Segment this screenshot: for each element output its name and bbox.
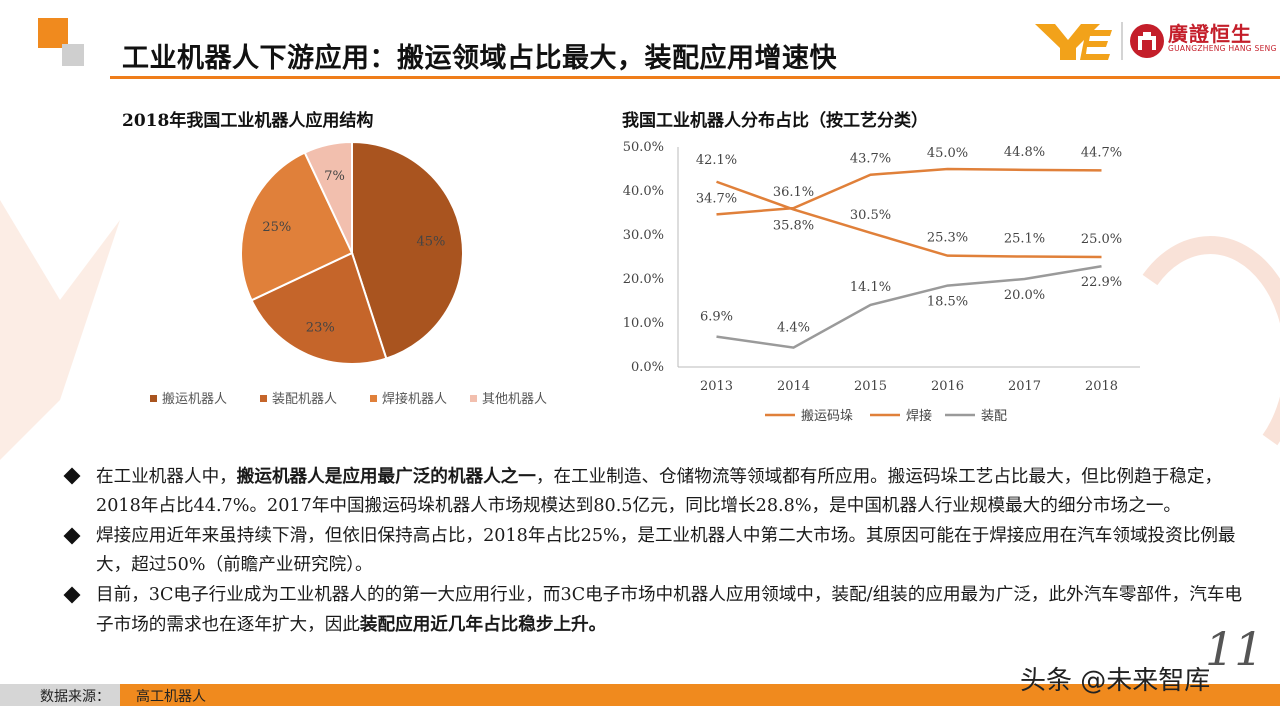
bullet-list: 在工业机器人中，搬运机器人是应用最广泛的机器人之一，在工业制造、仓储物流等领域都… [60, 462, 1250, 641]
line-data-label: 44.7% [1081, 145, 1122, 160]
line-chart-title: 我国工业机器人分布占比（按工艺分类） [622, 111, 928, 131]
line-data-label: 44.8% [1004, 145, 1045, 160]
legend-label: 搬运码垛 [801, 409, 853, 424]
y-tick-label: 0.0% [631, 360, 664, 375]
line-data-label: 42.1% [696, 153, 737, 168]
legend-swatch [370, 395, 377, 402]
line-data-label: 30.5% [850, 208, 891, 223]
pie-slice [303, 140, 353, 254]
bullet-item: 焊接应用近年来虽持续下滑，但依旧保持高占比，2018年占比25%，是工业机器人中… [60, 522, 1250, 580]
pie-slice [250, 251, 388, 365]
x-tick-label: 2018 [1085, 379, 1118, 394]
y-tick-label: 10.0% [623, 316, 664, 331]
orange-square-decoration [38, 18, 68, 48]
footer-bar [0, 684, 1280, 706]
page-title: 工业机器人下游应用：搬运领域占比最大，装配应用增速快 [122, 43, 837, 74]
bullet-text: 焊接应用近年来虽持续下滑，但依旧保持高占比，2018年占比25%，是工业机器人中… [96, 526, 1236, 575]
page-number: 11 [1205, 622, 1264, 676]
line-data-label: 36.1% [773, 185, 814, 200]
y-tick-label: 40.0% [623, 184, 664, 199]
bullet-text: 目前，3C电子行业成为工业机器人的的第一大应用行业，而3C电子市场中机器人应用领… [96, 585, 1243, 635]
pie-data-label: 25% [262, 220, 291, 235]
line-data-label: 45.0% [927, 146, 968, 161]
series-line [716, 265, 1102, 349]
line-data-label: 35.8% [773, 218, 814, 233]
legend-label: 其他机器人 [482, 392, 547, 407]
logo-text-en: GUANGZHENG HANG SENG [1168, 44, 1277, 53]
legend-swatch [260, 395, 267, 402]
line-data-label: 20.0% [1004, 288, 1045, 303]
pie-slice [240, 151, 354, 302]
source-label-background [0, 684, 120, 706]
line-data-label: 18.5% [927, 295, 968, 310]
bullet-text: ，在工业制造、仓储物流等领域都有所应用。搬运码垛工艺占比最大，但比例趋于稳定，2… [96, 467, 1223, 516]
gray-square-decoration [62, 44, 84, 66]
line-data-label: 4.4% [777, 321, 810, 336]
line-data-label: 6.9% [700, 310, 733, 325]
pie-slice [351, 140, 464, 360]
x-tick-label: 2017 [1008, 379, 1041, 394]
company-logo [1035, 22, 1164, 60]
series-line [716, 180, 1102, 259]
legend-label: 装配机器人 [272, 392, 337, 407]
source-value: 高工机器人 [136, 689, 206, 705]
line-data-label: 34.7% [696, 191, 737, 206]
pie-data-label: 7% [324, 169, 345, 184]
line-data-label: 14.1% [850, 280, 891, 295]
bullet-item: 目前，3C电子行业成为工业机器人的的第一大应用行业，而3C电子市场中机器人应用领… [60, 581, 1250, 640]
bullet-bold-text: 搬运机器人是应用最广泛的机器人之一 [236, 466, 536, 487]
bullet-text: 在工业机器人中， [96, 467, 237, 487]
legend-label: 搬运机器人 [162, 392, 227, 407]
x-tick-label: 2015 [854, 379, 887, 394]
y-tick-label: 50.0% [623, 140, 664, 155]
pie-chart: 45% 23% 25% 7% 搬运机器人 装配机器人 焊接机器人 其他机器人 [150, 140, 547, 407]
y-tick-label: 20.0% [623, 272, 664, 287]
line-data-label: 25.1% [1004, 232, 1045, 247]
logo-text-cn: 廣證恒生 [1168, 22, 1252, 46]
x-tick-label: 2013 [700, 379, 733, 394]
ye-logo-icon [1035, 24, 1112, 60]
pie-data-label: 23% [306, 320, 335, 335]
line-chart: 0.0% 10.0% 20.0% 30.0% 40.0% 50.0% 2013 2014 201… [623, 140, 1140, 424]
legend-label: 装配 [981, 409, 1007, 424]
diamond-bullet-icon [63, 467, 81, 485]
line-data-label: 25.3% [927, 231, 968, 246]
line-data-label: 25.0% [1081, 232, 1122, 247]
legend-swatch [150, 395, 157, 402]
diamond-bullet-icon [63, 527, 81, 545]
bullet-item: 在工业机器人中，搬运机器人是应用最广泛的机器人之一，在工业制造、仓储物流等领域都… [60, 462, 1250, 521]
line-data-label: 43.7% [850, 152, 891, 167]
pie-data-label: 45% [416, 234, 445, 249]
series-line [716, 167, 1102, 216]
legend-label: 焊接 [906, 408, 932, 424]
bullet-bold-text: 装配应用近几年占比稳步上升。 [359, 614, 607, 635]
y-tick-label: 30.0% [623, 228, 664, 243]
title-underline [110, 76, 1280, 79]
watermark-text: 头条 @未来智库 [1020, 666, 1211, 696]
x-tick-label: 2014 [777, 379, 810, 394]
diamond-bullet-icon [63, 586, 81, 604]
legend-swatch [470, 395, 477, 402]
x-tick-label: 2016 [931, 379, 964, 394]
source-label: 数据来源： [40, 689, 110, 705]
guangzheng-emblem-icon [1130, 24, 1164, 58]
legend-label: 焊接机器人 [382, 391, 447, 407]
line-data-label: 22.9% [1081, 275, 1122, 290]
pie-chart-title: 2018年我国工业机器人应用结构 [122, 111, 374, 131]
